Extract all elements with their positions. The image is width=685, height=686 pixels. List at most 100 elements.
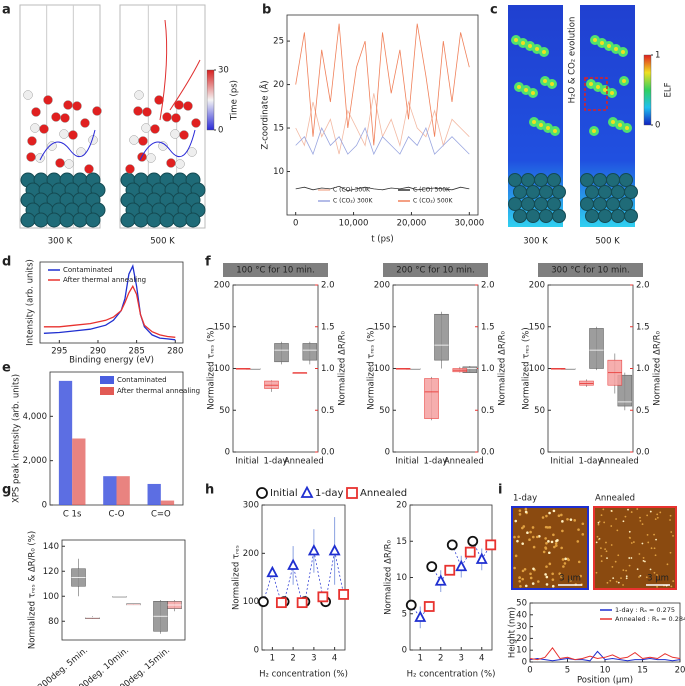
afm-grain: [605, 541, 607, 544]
x-tick-label: 280: [167, 347, 183, 357]
afm-grain: [513, 535, 516, 539]
afm-grain: [622, 520, 625, 523]
afm-grain: [639, 516, 641, 519]
molecule-atom: [146, 153, 156, 163]
afm-grain: [650, 547, 653, 550]
plot-frame: [286, 14, 479, 216]
marker: [287, 558, 300, 570]
colorbar-label: ELF: [664, 82, 674, 97]
colorbar-tick-label: 30: [218, 66, 229, 76]
marker: [414, 610, 427, 622]
afm-grain: [609, 579, 612, 582]
bar: [147, 483, 161, 505]
molecule-atom: [64, 159, 74, 169]
elf-core: [532, 120, 536, 124]
afm-grain: [514, 554, 518, 558]
slab-atom: [552, 209, 566, 223]
x-tick-label: 295: [51, 347, 67, 357]
afm-grain: [552, 533, 555, 537]
molecule-atom: [133, 106, 143, 116]
elf-core: [546, 126, 550, 130]
afm-grain: [561, 558, 565, 561]
afm-grain: [523, 567, 527, 571]
category-label: C 1s: [63, 510, 82, 520]
afm-title: Annealed: [595, 494, 635, 504]
molecule-atom: [175, 159, 185, 169]
legend-label: 1-day: [315, 488, 343, 499]
marker: [328, 544, 341, 556]
afm-grain: [545, 565, 548, 568]
afm-grain: [670, 531, 673, 533]
slab-atom: [508, 197, 522, 211]
box: [424, 378, 439, 419]
afm-grain: [654, 554, 657, 557]
afm-grain: [669, 514, 672, 517]
elf-core: [607, 44, 611, 48]
connector: [325, 550, 344, 602]
plot-frame: [39, 261, 184, 344]
marker: [256, 487, 268, 499]
afm-grain: [653, 547, 656, 550]
title-band: [223, 263, 328, 277]
y-tick-label: 0: [225, 448, 230, 458]
slab-atom: [585, 209, 599, 223]
elf-core: [553, 129, 557, 133]
bar: [160, 500, 175, 505]
afm-grain: [581, 522, 585, 526]
elf-core: [528, 44, 532, 48]
afm-grain: [653, 533, 655, 536]
afm-grain: [600, 555, 603, 557]
y-tick-label: 80: [48, 617, 59, 627]
molecule-atom: [158, 141, 168, 151]
afm-grain: [547, 540, 550, 543]
afm-grain: [521, 569, 525, 573]
slab-atom: [598, 209, 612, 223]
marker: [300, 485, 314, 498]
x-tick-label: 4: [479, 654, 484, 664]
title-band: [383, 263, 488, 277]
afm-grain: [597, 523, 600, 526]
afm-grain: [548, 562, 552, 566]
afm-grain: [544, 537, 547, 540]
afm-grain: [625, 577, 628, 580]
molecule-atom: [80, 118, 90, 128]
slab-atom: [624, 209, 638, 223]
x-tick-label: 10,000: [339, 219, 369, 229]
x-tick-label: 2: [438, 654, 443, 664]
box: [302, 343, 318, 361]
afm-grain: [529, 576, 533, 580]
afm-grain: [532, 545, 536, 549]
marker: [434, 574, 447, 586]
x-tick-label: 285: [129, 347, 145, 357]
afm-grain: [519, 584, 522, 588]
afm-grain: [538, 535, 541, 538]
molecule-atom: [187, 147, 197, 157]
x-tick-label: 15: [637, 666, 648, 676]
molecule-atom: [47, 141, 57, 151]
legend-label: Contaminated: [117, 376, 167, 384]
y-axis-label: Normalized τᵣₑₛ & ΔR/R₀ (%): [28, 531, 38, 649]
slab-atom: [534, 173, 548, 187]
slab-atom: [33, 212, 49, 228]
slab-atom: [611, 209, 625, 223]
afm-grain: [603, 521, 606, 524]
line-series: [295, 23, 470, 146]
afm-grain: [528, 538, 531, 541]
x-tick-label: 20,000: [397, 219, 427, 229]
y-tick-label: 10: [516, 646, 527, 656]
afm-grain: [566, 517, 569, 521]
afm-grain: [550, 540, 554, 544]
marker: [444, 564, 456, 576]
afm-grain: [579, 574, 583, 578]
y2-tick-label: 1.5: [481, 322, 495, 332]
legend-label: Annealed : Rₐ = 0.284: [615, 615, 685, 623]
molecule-atom: [26, 152, 36, 162]
afm-grain: [649, 510, 652, 513]
box: [274, 343, 289, 363]
elf-core: [593, 38, 597, 42]
colorbar-tick-label: 0: [218, 126, 223, 136]
y-tick-label: 300: [243, 501, 259, 511]
afm-grain: [644, 560, 646, 563]
y-tick-label: 50: [516, 599, 527, 609]
